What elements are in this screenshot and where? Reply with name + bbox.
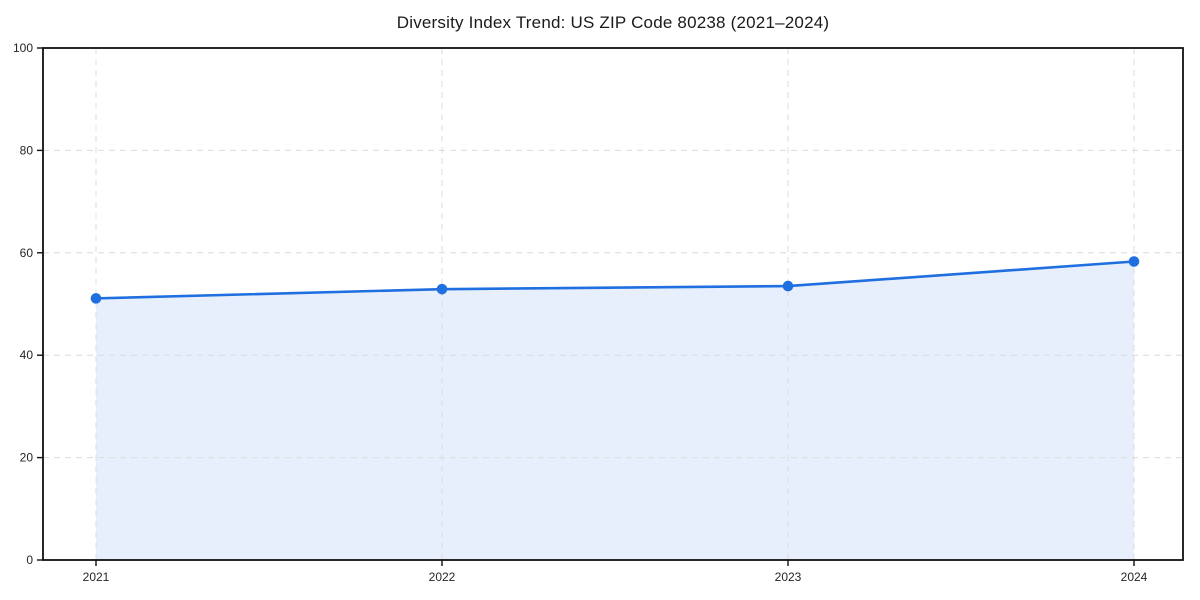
y-tick-label: 80 xyxy=(20,143,34,157)
data-point xyxy=(436,283,448,295)
area-fill xyxy=(96,261,1134,560)
data-point xyxy=(1128,256,1140,267)
trend-line xyxy=(94,260,1136,300)
y-tick-label: 0 xyxy=(26,553,33,567)
y-tick-label: 20 xyxy=(20,451,34,465)
plot-border xyxy=(42,47,1184,561)
data-point xyxy=(782,280,794,292)
x-tick-label: 2021 xyxy=(83,570,110,584)
data-point xyxy=(90,293,102,304)
y-tick-label: 60 xyxy=(20,246,34,260)
y-tick-label: 40 xyxy=(20,348,34,362)
x-tick-label: 2024 xyxy=(1121,570,1148,584)
x-tick-label: 2022 xyxy=(429,570,456,584)
y-tick-label: 100 xyxy=(13,41,33,55)
chart-title: Diversity Index Trend: US ZIP Code 80238… xyxy=(396,13,830,32)
x-tick-label: 2023 xyxy=(775,570,802,584)
